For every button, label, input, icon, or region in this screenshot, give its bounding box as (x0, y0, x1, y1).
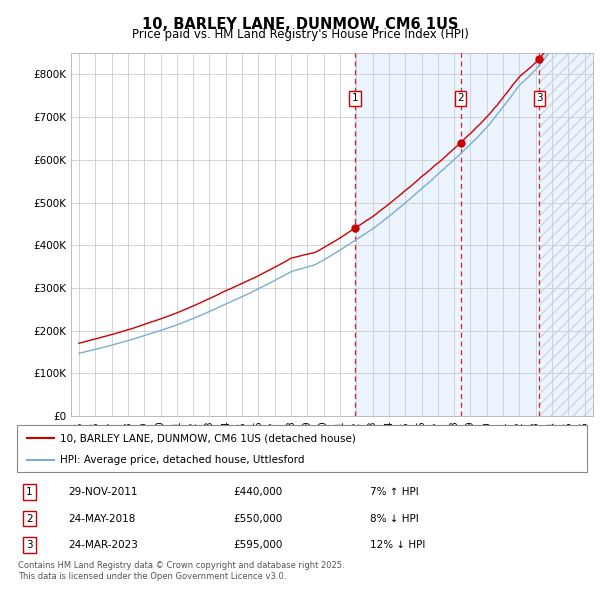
Bar (355, 53, 593, 416)
Text: 8% ↓ HPI: 8% ↓ HPI (370, 513, 419, 523)
Text: This data is licensed under the Open Government Licence v3.0.: This data is licensed under the Open Gov… (18, 572, 286, 581)
Text: 12% ↓ HPI: 12% ↓ HPI (370, 540, 425, 550)
FancyBboxPatch shape (17, 425, 587, 472)
Bar (539, 53, 593, 416)
Text: HPI: Average price, detached house, Uttlesford: HPI: Average price, detached house, Uttl… (59, 455, 304, 465)
Text: 10, BARLEY LANE, DUNMOW, CM6 1US: 10, BARLEY LANE, DUNMOW, CM6 1US (142, 17, 458, 31)
Text: Price paid vs. HM Land Registry's House Price Index (HPI): Price paid vs. HM Land Registry's House … (131, 28, 469, 41)
Text: 29-NOV-2011: 29-NOV-2011 (68, 487, 137, 497)
Text: £595,000: £595,000 (233, 540, 283, 550)
Text: 3: 3 (26, 540, 32, 550)
Text: 7% ↑ HPI: 7% ↑ HPI (370, 487, 419, 497)
Text: 2: 2 (26, 513, 32, 523)
Text: 24-MAY-2018: 24-MAY-2018 (68, 513, 136, 523)
Text: £440,000: £440,000 (233, 487, 283, 497)
Text: Contains HM Land Registry data © Crown copyright and database right 2025.: Contains HM Land Registry data © Crown c… (18, 560, 344, 569)
Text: 3: 3 (536, 93, 543, 103)
Text: 1: 1 (352, 93, 358, 103)
Text: 1: 1 (26, 487, 32, 497)
Text: 10, BARLEY LANE, DUNMOW, CM6 1US (detached house): 10, BARLEY LANE, DUNMOW, CM6 1US (detach… (59, 433, 355, 443)
Text: 24-MAR-2023: 24-MAR-2023 (68, 540, 138, 550)
Text: 2: 2 (457, 93, 464, 103)
Text: £550,000: £550,000 (233, 513, 283, 523)
Bar (539, 53, 593, 416)
